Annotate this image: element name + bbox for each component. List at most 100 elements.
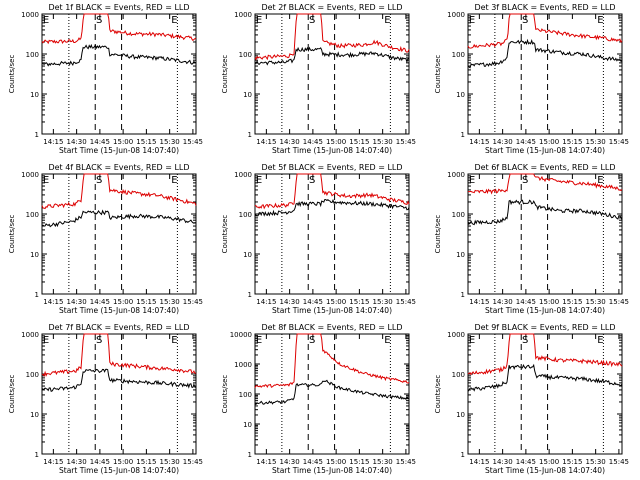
y-tick-label: 10 bbox=[30, 251, 39, 259]
plot-frame bbox=[467, 333, 623, 455]
lld-series-line bbox=[41, 13, 197, 45]
x-tick-label: 15:30 bbox=[373, 298, 393, 306]
y-axis-label: Counts/sec bbox=[434, 55, 442, 94]
y-tick-label: 1000 bbox=[234, 361, 252, 369]
x-axis-label: Start Time (15-Jun-08 14:07:40) bbox=[59, 306, 179, 315]
x-tick-label: 14:30 bbox=[280, 138, 300, 146]
x-tick-label: 15:00 bbox=[113, 458, 133, 466]
x-axis-label: Start Time (15-Jun-08 14:07:40) bbox=[59, 146, 179, 155]
x-tick-label: 14:30 bbox=[67, 298, 87, 306]
y-axis-label: Counts/sec bbox=[434, 375, 442, 414]
x-tick-label: 15:30 bbox=[373, 458, 393, 466]
y-tick-label: 1000 bbox=[21, 331, 39, 339]
y-tick-label: 100 bbox=[239, 211, 252, 219]
x-axis-label: Start Time (15-Jun-08 14:07:40) bbox=[485, 466, 605, 475]
chart-title: Det 9f BLACK = Events, RED = LLD bbox=[474, 323, 615, 332]
chart-title: Det 1f BLACK = Events, RED = LLD bbox=[48, 3, 189, 12]
y-tick-label: 1000 bbox=[447, 11, 465, 19]
region-marker: E bbox=[469, 15, 475, 26]
x-tick-label: 15:00 bbox=[113, 138, 133, 146]
region-marker: S bbox=[96, 175, 102, 186]
chart-panel: Det 3f BLACK = Events, RED = LLD 1 10 100 10… bbox=[434, 3, 629, 155]
plot-frame bbox=[254, 173, 410, 295]
region-marker: E bbox=[171, 335, 177, 346]
y-tick-label: 10000 bbox=[230, 331, 252, 339]
y-tick-label: 10 bbox=[30, 411, 39, 419]
x-tick-label: 15:15 bbox=[136, 298, 156, 306]
events-series-line bbox=[467, 38, 623, 69]
x-tick-label: 15:45 bbox=[609, 298, 629, 306]
lld-series-line bbox=[467, 173, 623, 195]
x-tick-label: 14:30 bbox=[493, 458, 513, 466]
chart-title: Det 5f BLACK = Events, RED = LLD bbox=[261, 163, 402, 172]
region-marker: S bbox=[522, 175, 528, 186]
region-marker: E bbox=[384, 175, 390, 186]
y-tick-label: 10 bbox=[30, 91, 39, 99]
events-series-line bbox=[41, 368, 197, 392]
y-tick-label: 100 bbox=[452, 51, 465, 59]
x-axis-label: Start Time (15-Jun-08 14:07:40) bbox=[272, 466, 392, 475]
chart-panel: Det 6f BLACK = Events, RED = LLD 1 10 100 10… bbox=[434, 163, 629, 315]
lld-series-line bbox=[41, 173, 197, 210]
plot-frame bbox=[41, 13, 197, 135]
x-tick-label: 15:00 bbox=[539, 458, 559, 466]
x-tick-label: 15:30 bbox=[160, 138, 180, 146]
events-series-line bbox=[467, 363, 623, 392]
events-series-line bbox=[254, 198, 410, 217]
x-tick-label: 15:30 bbox=[373, 138, 393, 146]
y-tick-label: 1 bbox=[461, 451, 465, 459]
region-marker: S bbox=[96, 15, 102, 26]
y-tick-label: 1 bbox=[461, 291, 465, 299]
y-tick-label: 1 bbox=[461, 131, 465, 139]
x-tick-label: 14:15 bbox=[256, 458, 276, 466]
x-tick-label: 14:15 bbox=[469, 298, 489, 306]
region-marker: E bbox=[469, 335, 475, 346]
y-axis-label: Counts/sec bbox=[434, 215, 442, 254]
y-tick-label: 1000 bbox=[234, 171, 252, 179]
x-tick-label: 14:45 bbox=[90, 138, 110, 146]
y-axis-label: Counts/sec bbox=[8, 215, 16, 254]
y-tick-label: 100 bbox=[239, 391, 252, 399]
y-tick-label: 10 bbox=[456, 411, 465, 419]
region-marker: S bbox=[309, 335, 315, 346]
region-marker: E bbox=[43, 175, 49, 186]
x-tick-label: 14:30 bbox=[280, 458, 300, 466]
x-tick-label: 15:45 bbox=[396, 298, 416, 306]
chart-panel: Det 4f BLACK = Events, RED = LLD 1 10 100 10… bbox=[8, 163, 203, 315]
x-tick-label: 15:00 bbox=[539, 138, 559, 146]
lld-series-line bbox=[254, 13, 410, 61]
region-marker: E bbox=[597, 175, 603, 186]
lld-series-line bbox=[254, 333, 410, 389]
lld-series-line bbox=[254, 173, 410, 210]
x-tick-label: 15:45 bbox=[183, 138, 203, 146]
y-tick-label: 1 bbox=[248, 131, 252, 139]
chart-panel: Det 2f BLACK = Events, RED = LLD 1 10 100 10… bbox=[221, 3, 416, 155]
x-tick-label: 14:45 bbox=[303, 138, 323, 146]
x-tick-label: 14:15 bbox=[256, 298, 276, 306]
region-marker: S bbox=[522, 335, 528, 346]
x-tick-label: 14:15 bbox=[43, 458, 63, 466]
x-tick-label: 15:30 bbox=[160, 298, 180, 306]
x-tick-label: 15:45 bbox=[396, 138, 416, 146]
lld-series-line bbox=[467, 13, 623, 49]
y-tick-label: 10 bbox=[243, 421, 252, 429]
x-tick-label: 15:15 bbox=[136, 458, 156, 466]
y-tick-label: 100 bbox=[239, 51, 252, 59]
x-tick-label: 15:00 bbox=[113, 298, 133, 306]
region-marker: E bbox=[597, 335, 603, 346]
region-marker: E bbox=[171, 15, 177, 26]
chart-panel: Det 9f BLACK = Events, RED = LLD 1 10 100 10… bbox=[434, 323, 629, 475]
chart-title: Det 3f BLACK = Events, RED = LLD bbox=[474, 3, 615, 12]
plot-frame bbox=[467, 13, 623, 135]
region-marker: E bbox=[171, 175, 177, 186]
region-marker: S bbox=[309, 175, 315, 186]
x-tick-label: 14:30 bbox=[67, 138, 87, 146]
x-axis-label: Start Time (15-Jun-08 14:07:40) bbox=[272, 306, 392, 315]
y-tick-label: 100 bbox=[452, 211, 465, 219]
y-axis-label: Counts/sec bbox=[221, 55, 229, 94]
y-tick-label: 1 bbox=[35, 291, 39, 299]
region-marker: E bbox=[384, 335, 390, 346]
chart-title: Det 6f BLACK = Events, RED = LLD bbox=[474, 163, 615, 172]
chart-panel: Det 1f BLACK = Events, RED = LLD 1 10 100 10… bbox=[8, 3, 203, 155]
